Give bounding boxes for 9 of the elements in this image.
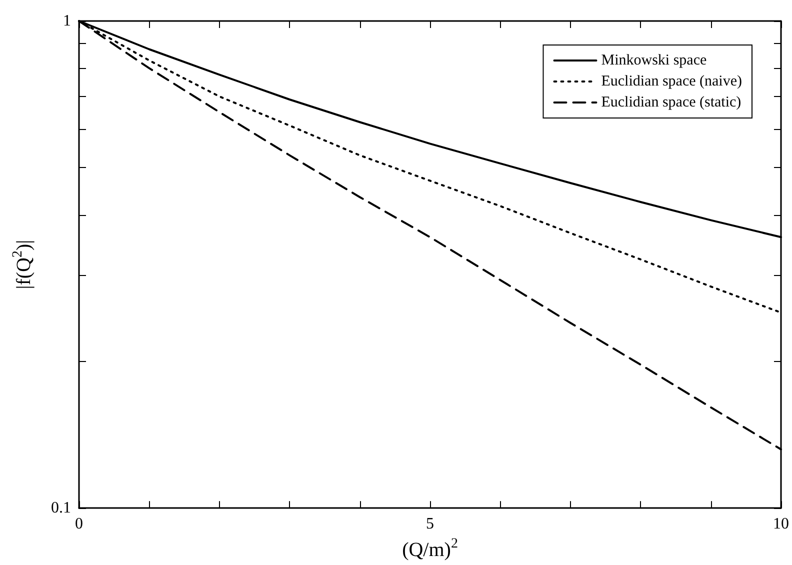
- y-tick-label: 1: [63, 12, 71, 30]
- y-axis-title: |f(Q2)|: [10, 240, 35, 290]
- y-tick-label: 0.1: [51, 500, 71, 517]
- legend-label: Euclidian space (static): [601, 94, 742, 110]
- x-tick-label: 5: [426, 516, 434, 533]
- x-tick-label: 10: [773, 516, 789, 533]
- x-tick-label: 0: [75, 516, 83, 533]
- legend-label: Euclidian space (naive): [601, 74, 742, 90]
- legend-label: Minkowski space: [601, 52, 707, 68]
